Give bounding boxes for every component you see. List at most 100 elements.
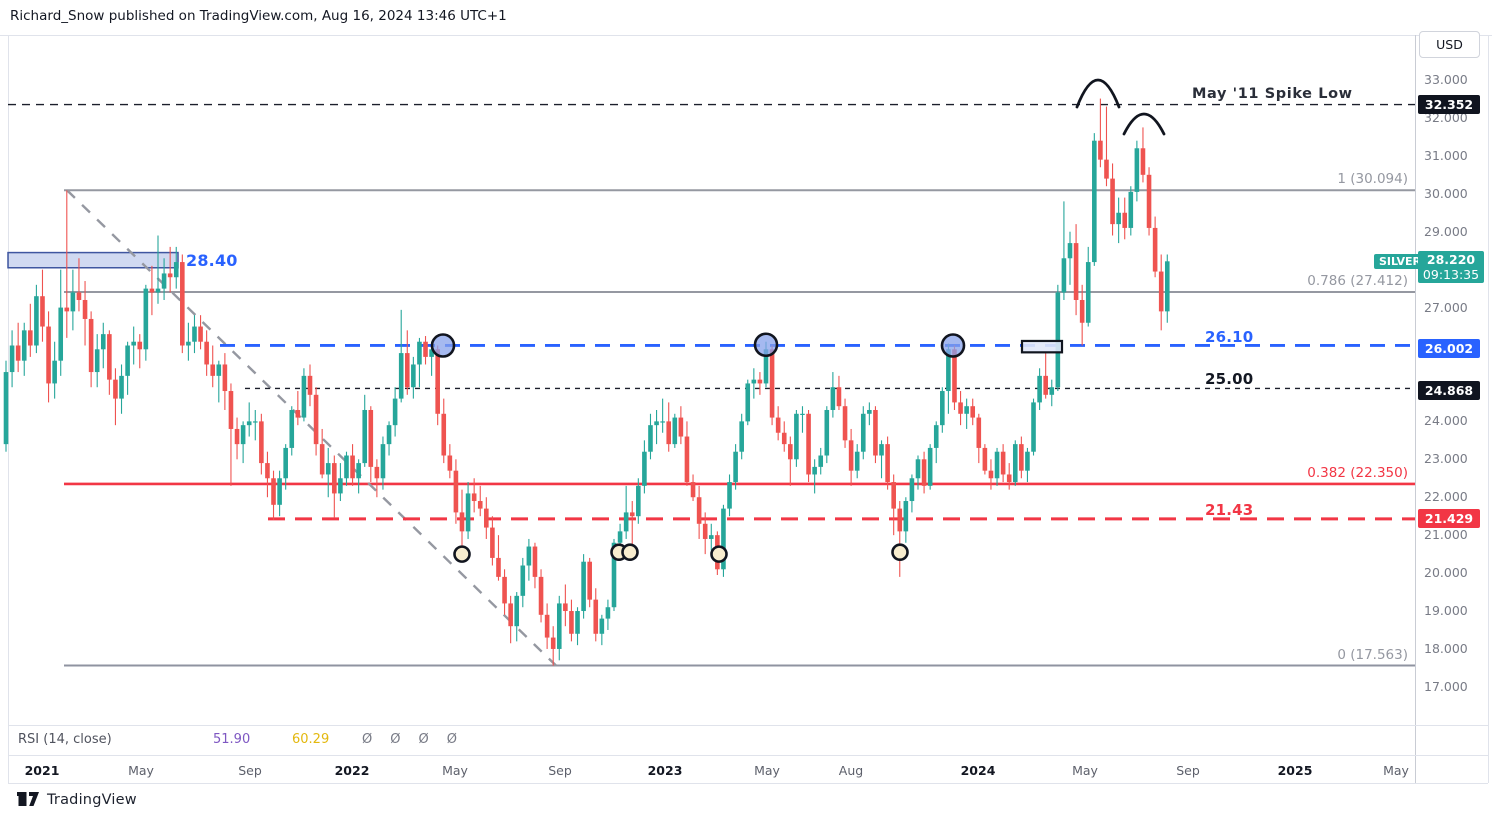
candle-body — [684, 436, 690, 483]
candle-body — [727, 482, 732, 509]
candle-body — [356, 463, 361, 479]
candle-body — [143, 288, 149, 350]
candle-body — [3, 372, 9, 445]
candle-body — [313, 394, 319, 445]
candle-body — [246, 421, 252, 426]
price-tick: 19.000 — [1424, 603, 1468, 619]
rsi-hidden-value: Ø — [446, 732, 457, 747]
candle-body — [107, 334, 112, 380]
candle-body — [295, 409, 301, 418]
currency-button[interactable]: USD — [1419, 31, 1480, 58]
candle-body — [1067, 243, 1073, 259]
candle-body — [514, 595, 520, 627]
candle-body — [599, 618, 605, 634]
candle-body — [1055, 292, 1061, 388]
candle-body — [532, 546, 538, 577]
time-tick: May — [1383, 763, 1409, 778]
candle-body — [155, 288, 161, 293]
blue-level-label: 26.10 — [1205, 328, 1254, 346]
candle-body — [252, 421, 258, 423]
candle-body — [119, 375, 124, 399]
candle-body — [1104, 159, 1109, 179]
supply-zone-rect — [7, 251, 179, 269]
candle-body — [508, 603, 513, 627]
candle-body — [368, 409, 374, 467]
candle-body — [721, 508, 726, 570]
candle-body — [1012, 444, 1018, 483]
candle-body — [696, 497, 702, 524]
candle-body — [319, 444, 325, 475]
blue-price-badge: 26.002 — [1418, 338, 1480, 358]
candle-body — [484, 508, 489, 528]
fib-label-1: 1 (30.094) — [1337, 171, 1408, 187]
resistance-touch-circle — [753, 332, 779, 358]
candle-body — [672, 417, 678, 445]
candle-body — [1037, 375, 1042, 403]
candle-body — [879, 444, 884, 456]
candle-body — [769, 349, 775, 418]
candle-body — [982, 447, 988, 471]
candle-body — [380, 444, 386, 479]
candle-body — [471, 493, 477, 502]
candle-body — [873, 409, 878, 456]
candle-body — [544, 614, 550, 638]
candle-body — [751, 379, 757, 384]
candle-body — [149, 288, 155, 293]
candle-body — [1000, 451, 1006, 475]
candle-body — [1073, 243, 1079, 300]
candle-body — [1006, 474, 1012, 483]
candle-body — [800, 413, 805, 415]
candle-body — [794, 413, 799, 460]
candle-body — [131, 341, 136, 346]
candle-body — [271, 478, 276, 505]
left-border — [8, 35, 9, 783]
candle-body — [228, 391, 234, 429]
candle-body — [198, 326, 203, 342]
candle-body — [496, 557, 501, 577]
rsi-value-2: 60.29 — [292, 732, 330, 747]
candle-body — [575, 611, 580, 634]
candle-body — [186, 341, 191, 346]
swing-low-circle — [891, 543, 909, 562]
candle-body — [885, 444, 890, 483]
price-tick: 32.000 — [1424, 109, 1468, 125]
candle-body — [277, 478, 282, 505]
time-tick: Sep — [238, 763, 262, 778]
candle-body — [915, 459, 921, 479]
candle-body — [502, 576, 507, 604]
breakout-box-marker — [1020, 339, 1064, 354]
price-axis[interactable]: USD 33.000 32.000 31.000 30.000 29.000 27.000… — [1416, 31, 1488, 783]
rsi-title[interactable]: RSI (14, close) — [18, 732, 112, 747]
candle-body — [563, 603, 568, 612]
candle-body — [1049, 387, 1055, 395]
candle-body — [167, 273, 173, 278]
swing-low-circle — [621, 543, 639, 562]
candle-body — [1122, 212, 1128, 228]
mid-level-label: 25.00 — [1205, 370, 1254, 388]
candle-body — [897, 508, 903, 532]
fib-label-0382: 0.382 (22.350) — [1307, 465, 1408, 481]
candle-body — [538, 576, 544, 615]
candle-body — [344, 455, 349, 479]
price-tick: 23.000 — [1424, 451, 1468, 467]
candle-body — [1158, 271, 1164, 312]
candle-body — [903, 501, 909, 532]
symbol-badge: SILVER — [1374, 254, 1427, 269]
time-tick: May — [754, 763, 780, 778]
price-tick: 21.000 — [1424, 527, 1468, 543]
candle-body — [867, 409, 872, 414]
candle-body — [52, 360, 57, 384]
candle-body — [587, 561, 592, 600]
top-border — [0, 35, 1492, 36]
candle-body — [283, 447, 288, 479]
time-tick: May — [128, 763, 154, 778]
candle-body — [240, 425, 246, 445]
candle-body — [429, 349, 434, 357]
brand-link[interactable]: TradingView — [16, 791, 137, 808]
byline: Richard_Snow published on TradingView.co… — [10, 8, 507, 24]
candle-body — [465, 493, 471, 532]
candle-body — [325, 463, 331, 475]
bar-countdown: 09:13:35 — [1422, 267, 1480, 282]
